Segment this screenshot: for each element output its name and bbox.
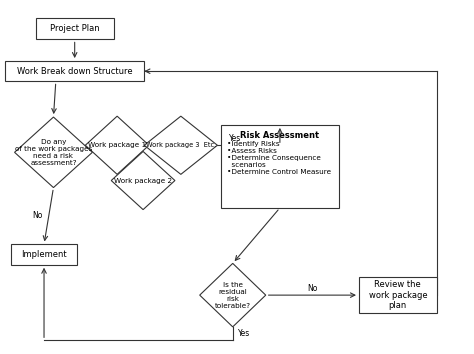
Polygon shape	[85, 116, 149, 175]
Text: Risk Assessment: Risk Assessment	[240, 131, 319, 139]
Polygon shape	[111, 152, 175, 210]
Text: Work package 3  Etc.: Work package 3 Etc.	[146, 142, 216, 148]
FancyBboxPatch shape	[359, 278, 437, 313]
Text: Project Plan: Project Plan	[50, 24, 100, 33]
FancyBboxPatch shape	[36, 18, 114, 40]
FancyBboxPatch shape	[221, 125, 339, 208]
Text: Yes: Yes	[238, 329, 251, 338]
Polygon shape	[200, 263, 266, 327]
Text: Implement: Implement	[21, 250, 67, 259]
Text: Work package 1: Work package 1	[88, 142, 146, 148]
FancyBboxPatch shape	[11, 244, 77, 265]
Text: Work package 2: Work package 2	[114, 177, 172, 183]
Text: Is the
residual
risk
tolerable?: Is the residual risk tolerable?	[215, 282, 251, 309]
Polygon shape	[144, 116, 218, 175]
Text: No: No	[307, 284, 318, 293]
Text: Work Break down Structure: Work Break down Structure	[17, 67, 133, 76]
Polygon shape	[15, 117, 92, 188]
Text: Do any
of the work packages
need a risk
assessment?: Do any of the work packages need a risk …	[15, 139, 92, 166]
Text: Yes: Yes	[229, 135, 241, 143]
Text: •Identify Risks
•Assess Risks
•Determine Consequence
  scenarios
•Determine Cont: •Identify Risks •Assess Risks •Determine…	[227, 141, 331, 175]
FancyBboxPatch shape	[5, 61, 144, 81]
Text: Review the
work package
plan: Review the work package plan	[368, 280, 427, 310]
Text: No: No	[33, 211, 43, 221]
